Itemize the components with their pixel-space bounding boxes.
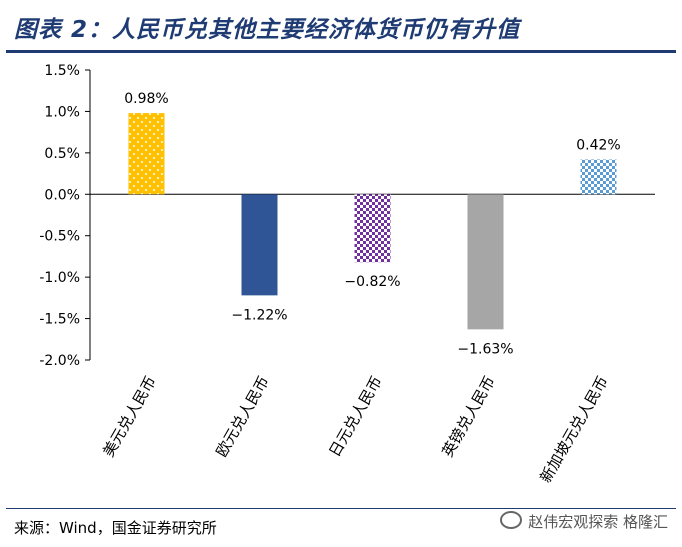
y-tick-label: 1.0% [44,104,80,120]
watermark: 赵伟宏观探索 格隆汇 [500,511,668,532]
y-tick-label: 0.5% [44,146,80,162]
y-tick-label: 1.5% [44,63,80,79]
y-tick-label: -2.0% [39,353,80,369]
category-labels: 美元兑人民币 欧元兑人民币 日元兑人民币 英镑兑人民币 新加坡元兑人民币 [99,373,612,486]
y-tick-label: 0.0% [44,187,80,203]
y-tick-label: -1.5% [39,312,80,328]
bar [241,194,278,296]
data-label: −1.22% [231,307,287,323]
chart-title: 图表 2：人民币兑其他主要经济体货币仍有升值 [14,17,521,43]
bar-chart: 1.5% 1.0% 0.5% 0.0% -0.5% -1.0% -1.5% -2.0% 0.9… [39,63,655,486]
bar [128,113,165,195]
category-label: 欧元兑人民币 [212,373,273,460]
y-tick-label: -0.5% [39,229,80,245]
watermark-text: 赵伟宏观探索 格隆汇 [528,513,668,531]
title-bar: 图表 2：人民币兑其他主要经济体货币仍有升值 [6,4,676,53]
source-note: 来源：Wind，国金证券研究所 [14,519,217,537]
bar [467,194,504,330]
data-label: 0.42% [576,137,620,153]
bar [354,194,391,263]
wechat-icon [500,511,523,529]
footer-divider [6,508,676,509]
y-tick-label: -1.0% [39,270,80,286]
category-label: 新加坡元兑人民币 [536,373,612,486]
data-label: −0.82% [344,274,400,290]
y-axis: 1.5% 1.0% 0.5% 0.0% -0.5% -1.0% -1.5% -2.0% [39,63,655,369]
data-label: −1.63% [457,341,513,357]
bars [128,113,617,330]
category-label: 美元兑人民币 [99,373,160,460]
value-labels: 0.98% −1.22% −0.82% −1.63% 0.42% [124,91,620,357]
category-label: 日元兑人民币 [325,373,386,460]
category-label: 英镑兑人民币 [438,373,499,460]
data-label: 0.98% [124,91,168,107]
bar [580,159,617,195]
